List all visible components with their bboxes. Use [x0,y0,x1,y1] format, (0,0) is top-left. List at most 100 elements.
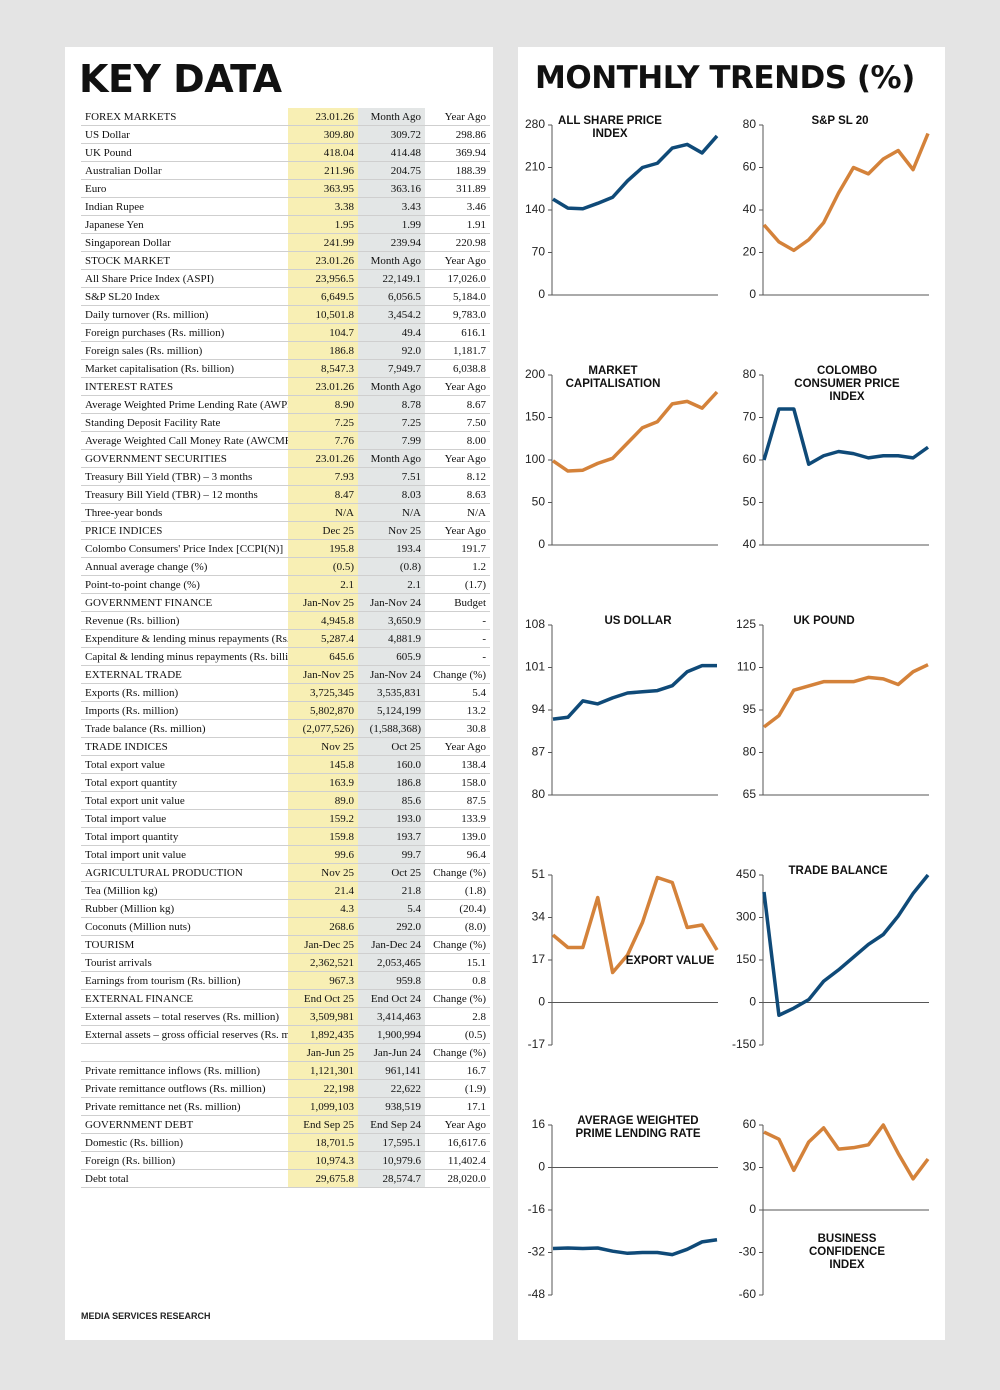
table-row: Earnings from tourism (Rs. billion) 967.3… [81,971,490,990]
chart-svg: 0 20 40 60 80 [743,117,930,301]
chart-svg: 0 50 100 150 200 [525,367,719,551]
value-cell: 15.1 [425,953,490,972]
value-cell: 3,414,463 [358,1007,425,1026]
y-tick-label: -60 [739,1287,757,1301]
line-series [762,407,930,466]
column-header: Jan-Nov 25 [288,665,358,684]
chart-title: US DOLLAR [604,615,672,627]
table-row: Coconuts (Million nuts) 268.6 292.0 (8.0) [81,917,490,936]
value-cell: 5,184.0 [425,287,490,306]
y-tick-label: 50 [532,495,546,509]
value-cell: 191.7 [425,539,490,558]
row-label: UK Pound [81,143,288,162]
row-label: Coconuts (Million nuts) [81,917,288,936]
value-cell: 186.8 [358,773,425,792]
section-header: GOVERNMENT FINANCE Jan-Nov 25 Jan-Nov 24 Bu… [81,593,490,612]
row-label: Tourist arrivals [81,953,288,972]
line-series [552,663,717,721]
column-header: Nov 25 [288,737,358,756]
y-tick-label: 150 [525,410,545,424]
value-cell: 145.8 [288,755,358,774]
value-cell: 6,038.8 [425,359,490,378]
table-row: Singaporean Dollar 241.99 239.94 220.98 [81,233,490,252]
chart: -48 -32 -16 0 16 AVERAGE WEIGHTED PRIME LENDI… [518,1115,731,1315]
section-header: AGRICULTURAL PRODUCTION Nov 25 Oct 25 Chang… [81,863,490,882]
value-cell: (0.8) [358,557,425,576]
value-cell: 17,595.1 [358,1133,425,1152]
value-cell: (0.5) [288,557,358,576]
section-title: TRADE INDICES [81,737,288,756]
value-cell: N/A [358,503,425,522]
column-header: 23.01.26 [288,251,358,270]
value-cell: 104.7 [288,323,358,342]
column-header: End Oct 25 [288,989,358,1008]
row-label: Private remittance outflows (Rs. million… [81,1079,288,1098]
value-cell: 3,509,981 [288,1007,358,1026]
value-cell: 211.96 [288,161,358,180]
chart: -60 -30 0 30 60 BUSINESS CONFIDENCE INDEX [729,1115,942,1315]
table-row: Private remittance net (Rs. million) 1,09… [81,1097,490,1116]
y-tick-label: 80 [743,117,757,131]
y-tick-label: 140 [525,202,545,216]
table-row: Treasury Bill Yield (TBR) – 12 months 8.4… [81,485,490,504]
y-tick-label: 0 [749,1202,756,1216]
y-tick-label: 0 [538,995,545,1009]
value-cell: 85.6 [358,791,425,810]
chart: 0 70 140 210 280 ALL SHARE PRICE INDEX [518,115,731,315]
chart-title: TRADE BALANCE [788,865,888,877]
value-cell: 28,020.0 [425,1169,490,1188]
line-series [762,132,930,253]
row-label: Singaporean Dollar [81,233,288,252]
value-cell: 5.4 [425,683,490,702]
table-row: Point-to-point change (%) 2.1 2.1 (1.7) [81,575,490,594]
table-row: Imports (Rs. million) 5,802,870 5,124,199 1… [81,701,490,720]
line-series [552,1238,718,1257]
value-cell: 3.43 [358,197,425,216]
value-cell: (1.9) [425,1079,490,1098]
value-cell: 21.4 [288,881,358,900]
row-label: Private remittance inflows (Rs. million) [81,1061,288,1080]
chart-title: COLOMBO CONSUMER PRICE INDEX [794,365,900,403]
column-header: Dec 25 [288,521,358,540]
value-cell: 6,649.5 [288,287,358,306]
row-label: Indian Rupee [81,197,288,216]
chart-title: UK POUND [793,615,855,627]
panel-title: MONTHLY TRENDS (%) [535,60,915,96]
value-cell: 10,979.6 [358,1151,425,1170]
row-label: Tea (Million kg) [81,881,288,900]
value-cell: 7,949.7 [358,359,425,378]
table-row: Total export quantity 163.9 186.8 158.0 [81,773,490,792]
y-tick-label: 80 [532,787,546,801]
chart: -150 0 150 300 450 TRADE BALANCE [729,865,942,1065]
line-series [762,873,930,1017]
value-cell: 0.8 [425,971,490,990]
value-cell: 5.4 [358,899,425,918]
row-label: Trade balance (Rs. million) [81,719,288,738]
table-row: Annual average change (%) (0.5) (0.8) 1.2 [81,557,490,576]
table-row: Standing Deposit Facility Rate 7.25 7.25 7.… [81,413,490,432]
row-label: Expenditure & lending minus repayments (… [81,629,288,648]
row-label: Japanese Yen [81,215,288,234]
column-header: Oct 25 [358,737,425,756]
y-tick-label: 450 [736,867,756,881]
value-cell: 1,121,301 [288,1061,358,1080]
chart-svg: 65 80 95 110 125 [736,617,929,801]
column-header: Change (%) [425,863,490,882]
line-series [552,390,719,473]
column-header: Jan-Dec 24 [358,935,425,954]
column-header: Year Ago [425,1115,490,1134]
value-cell: 30.8 [425,719,490,738]
value-cell: 369.94 [425,143,490,162]
value-cell: 138.4 [425,755,490,774]
table-row: Treasury Bill Yield (TBR) – 3 months 7.93… [81,467,490,486]
value-cell: 3.46 [425,197,490,216]
table-row: Three-year bonds N/A N/A N/A [81,503,490,522]
table-row: Total import quantity 159.8 193.7 139.0 [81,827,490,846]
row-label: Australian Dollar [81,161,288,180]
column-header: Nov 25 [288,863,358,882]
row-label: Capital & lending minus repayments (Rs. … [81,647,288,666]
y-tick-label: 210 [525,160,545,174]
value-cell: 139.0 [425,827,490,846]
table-row: Average Weighted Call Money Rate (AWCMR)… [81,431,490,450]
column-header: Month Ago [358,108,425,126]
